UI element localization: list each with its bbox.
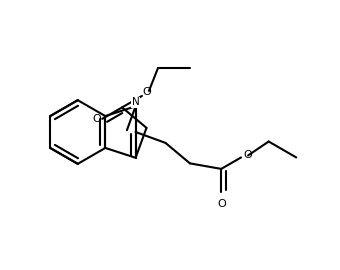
Text: O: O [217,199,226,209]
Text: O: O [244,150,253,160]
Text: N: N [132,97,139,107]
Text: O: O [142,87,151,97]
Text: O: O [92,114,101,124]
